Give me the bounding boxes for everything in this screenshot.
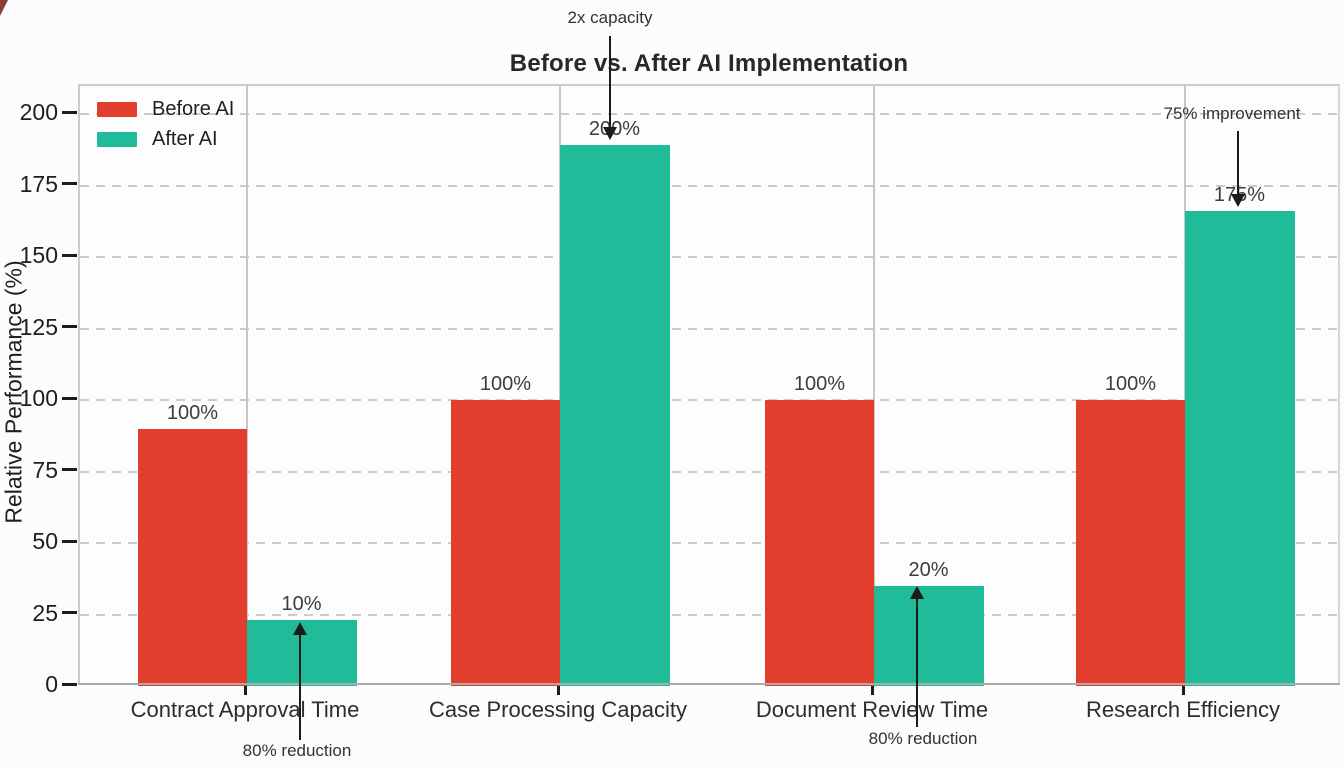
bar-after-ai-case-processing-capacity bbox=[560, 145, 670, 686]
y-tick-100 bbox=[62, 396, 77, 400]
x-axis-line bbox=[78, 683, 1340, 685]
annotation-text-3: 75% improvement bbox=[1163, 104, 1301, 123]
chart-title: Before vs. After AI Implementation bbox=[509, 50, 909, 77]
y-tick-label-175: 175 bbox=[19, 170, 58, 197]
y-tick-label-100: 100 bbox=[19, 385, 58, 411]
y-tick-label-200: 200 bbox=[19, 99, 58, 125]
bar-before-ai-research-efficiency bbox=[1076, 400, 1185, 686]
legend-label-after-ai: After AI bbox=[152, 128, 218, 150]
annotation-arrowhead-2 bbox=[910, 586, 924, 599]
y-tick-50 bbox=[62, 539, 77, 543]
x-tick-research-efficiency bbox=[1181, 686, 1185, 695]
x-tick-case-processing-capacity bbox=[556, 686, 560, 695]
legend: Before AI After AI bbox=[97, 98, 235, 160]
bar-before-ai-document-review-time bbox=[765, 400, 874, 686]
y-tick-0 bbox=[62, 682, 77, 686]
x-tick-label-case-processing-capacity: Case Processing Capacity bbox=[428, 697, 687, 722]
corner-artifact bbox=[0, 0, 8, 16]
bar-value-label-before-ai-1: 100% bbox=[479, 373, 532, 395]
y-tick-200 bbox=[62, 110, 77, 114]
gridline-200 bbox=[80, 113, 1338, 115]
annotation-arrow-line-1 bbox=[298, 635, 302, 740]
gridline-150 bbox=[80, 256, 1338, 258]
annotation-arrow-line-0 bbox=[608, 36, 612, 127]
bar-after-ai-research-efficiency bbox=[1185, 211, 1295, 686]
category-divider-2 bbox=[873, 86, 875, 684]
bar-before-ai-contract-approval-time bbox=[138, 428, 247, 686]
y-tick-label-125: 125 bbox=[19, 313, 58, 340]
bar-value-label-before-ai-2: 100% bbox=[793, 373, 846, 395]
gridline-100 bbox=[80, 399, 1338, 401]
annotation-text-1: 80% reduction bbox=[242, 741, 352, 760]
annotation-arrow-line-2 bbox=[915, 599, 919, 727]
x-tick-label-contract-approval-time: Contract Approval Time bbox=[130, 697, 360, 722]
gridline-175 bbox=[80, 184, 1338, 187]
legend-label-before-ai: Before AI bbox=[152, 98, 235, 120]
gridline-75 bbox=[80, 470, 1338, 473]
y-tick-125 bbox=[62, 325, 77, 328]
legend-item-after-ai: After AI bbox=[97, 128, 234, 150]
annotation-arrow-line-3 bbox=[1236, 131, 1240, 194]
category-divider-0 bbox=[246, 86, 248, 684]
y-tick-175 bbox=[62, 182, 77, 185]
bar-value-label-before-ai-0: 100% bbox=[166, 401, 219, 424]
legend-swatch-after-ai bbox=[97, 131, 137, 147]
x-tick-label-research-efficiency: Research Efficiency bbox=[1085, 697, 1280, 722]
bar-after-ai-document-review-time bbox=[874, 585, 984, 686]
x-tick-document-review-time bbox=[870, 686, 874, 695]
legend-item-before-ai: Before AI bbox=[97, 98, 235, 120]
bar-before-ai-case-processing-capacity bbox=[451, 400, 560, 686]
gridline-50 bbox=[80, 542, 1338, 544]
y-tick-label-25: 25 bbox=[32, 599, 58, 626]
annotation-arrowhead-1 bbox=[293, 622, 307, 635]
bar-value-label-after-ai-2: 20% bbox=[908, 558, 949, 581]
x-tick-label-document-review-time: Document Review Time bbox=[755, 697, 989, 722]
annotation-text-0: 2x capacity bbox=[567, 8, 653, 27]
y-tick-label-75: 75 bbox=[32, 456, 58, 483]
bar-value-label-before-ai-3: 100% bbox=[1104, 373, 1157, 395]
gridline-125 bbox=[80, 327, 1338, 330]
annotation-arrowhead-3 bbox=[1231, 194, 1245, 207]
y-tick-label-0: 0 bbox=[45, 671, 58, 697]
y-tick-label-50: 50 bbox=[32, 528, 58, 554]
annotation-arrowhead-0 bbox=[603, 127, 617, 140]
gridline-25 bbox=[80, 613, 1338, 616]
plot-area: 100% 100% 100% 100% 10% 200% 20% 175% Before AI… bbox=[78, 84, 1340, 686]
x-tick-contract-approval-time bbox=[243, 686, 247, 695]
legend-swatch-before-ai bbox=[97, 101, 137, 117]
annotation-text-2: 80% reduction bbox=[868, 729, 978, 748]
y-tick-25 bbox=[62, 611, 77, 614]
y-tick-label-150: 150 bbox=[19, 242, 58, 268]
y-axis-title: Relative Performance (%) bbox=[0, 260, 27, 524]
bar-value-label-after-ai-0: 10% bbox=[281, 593, 322, 616]
y-tick-75 bbox=[62, 468, 77, 471]
y-tick-150 bbox=[62, 253, 77, 257]
